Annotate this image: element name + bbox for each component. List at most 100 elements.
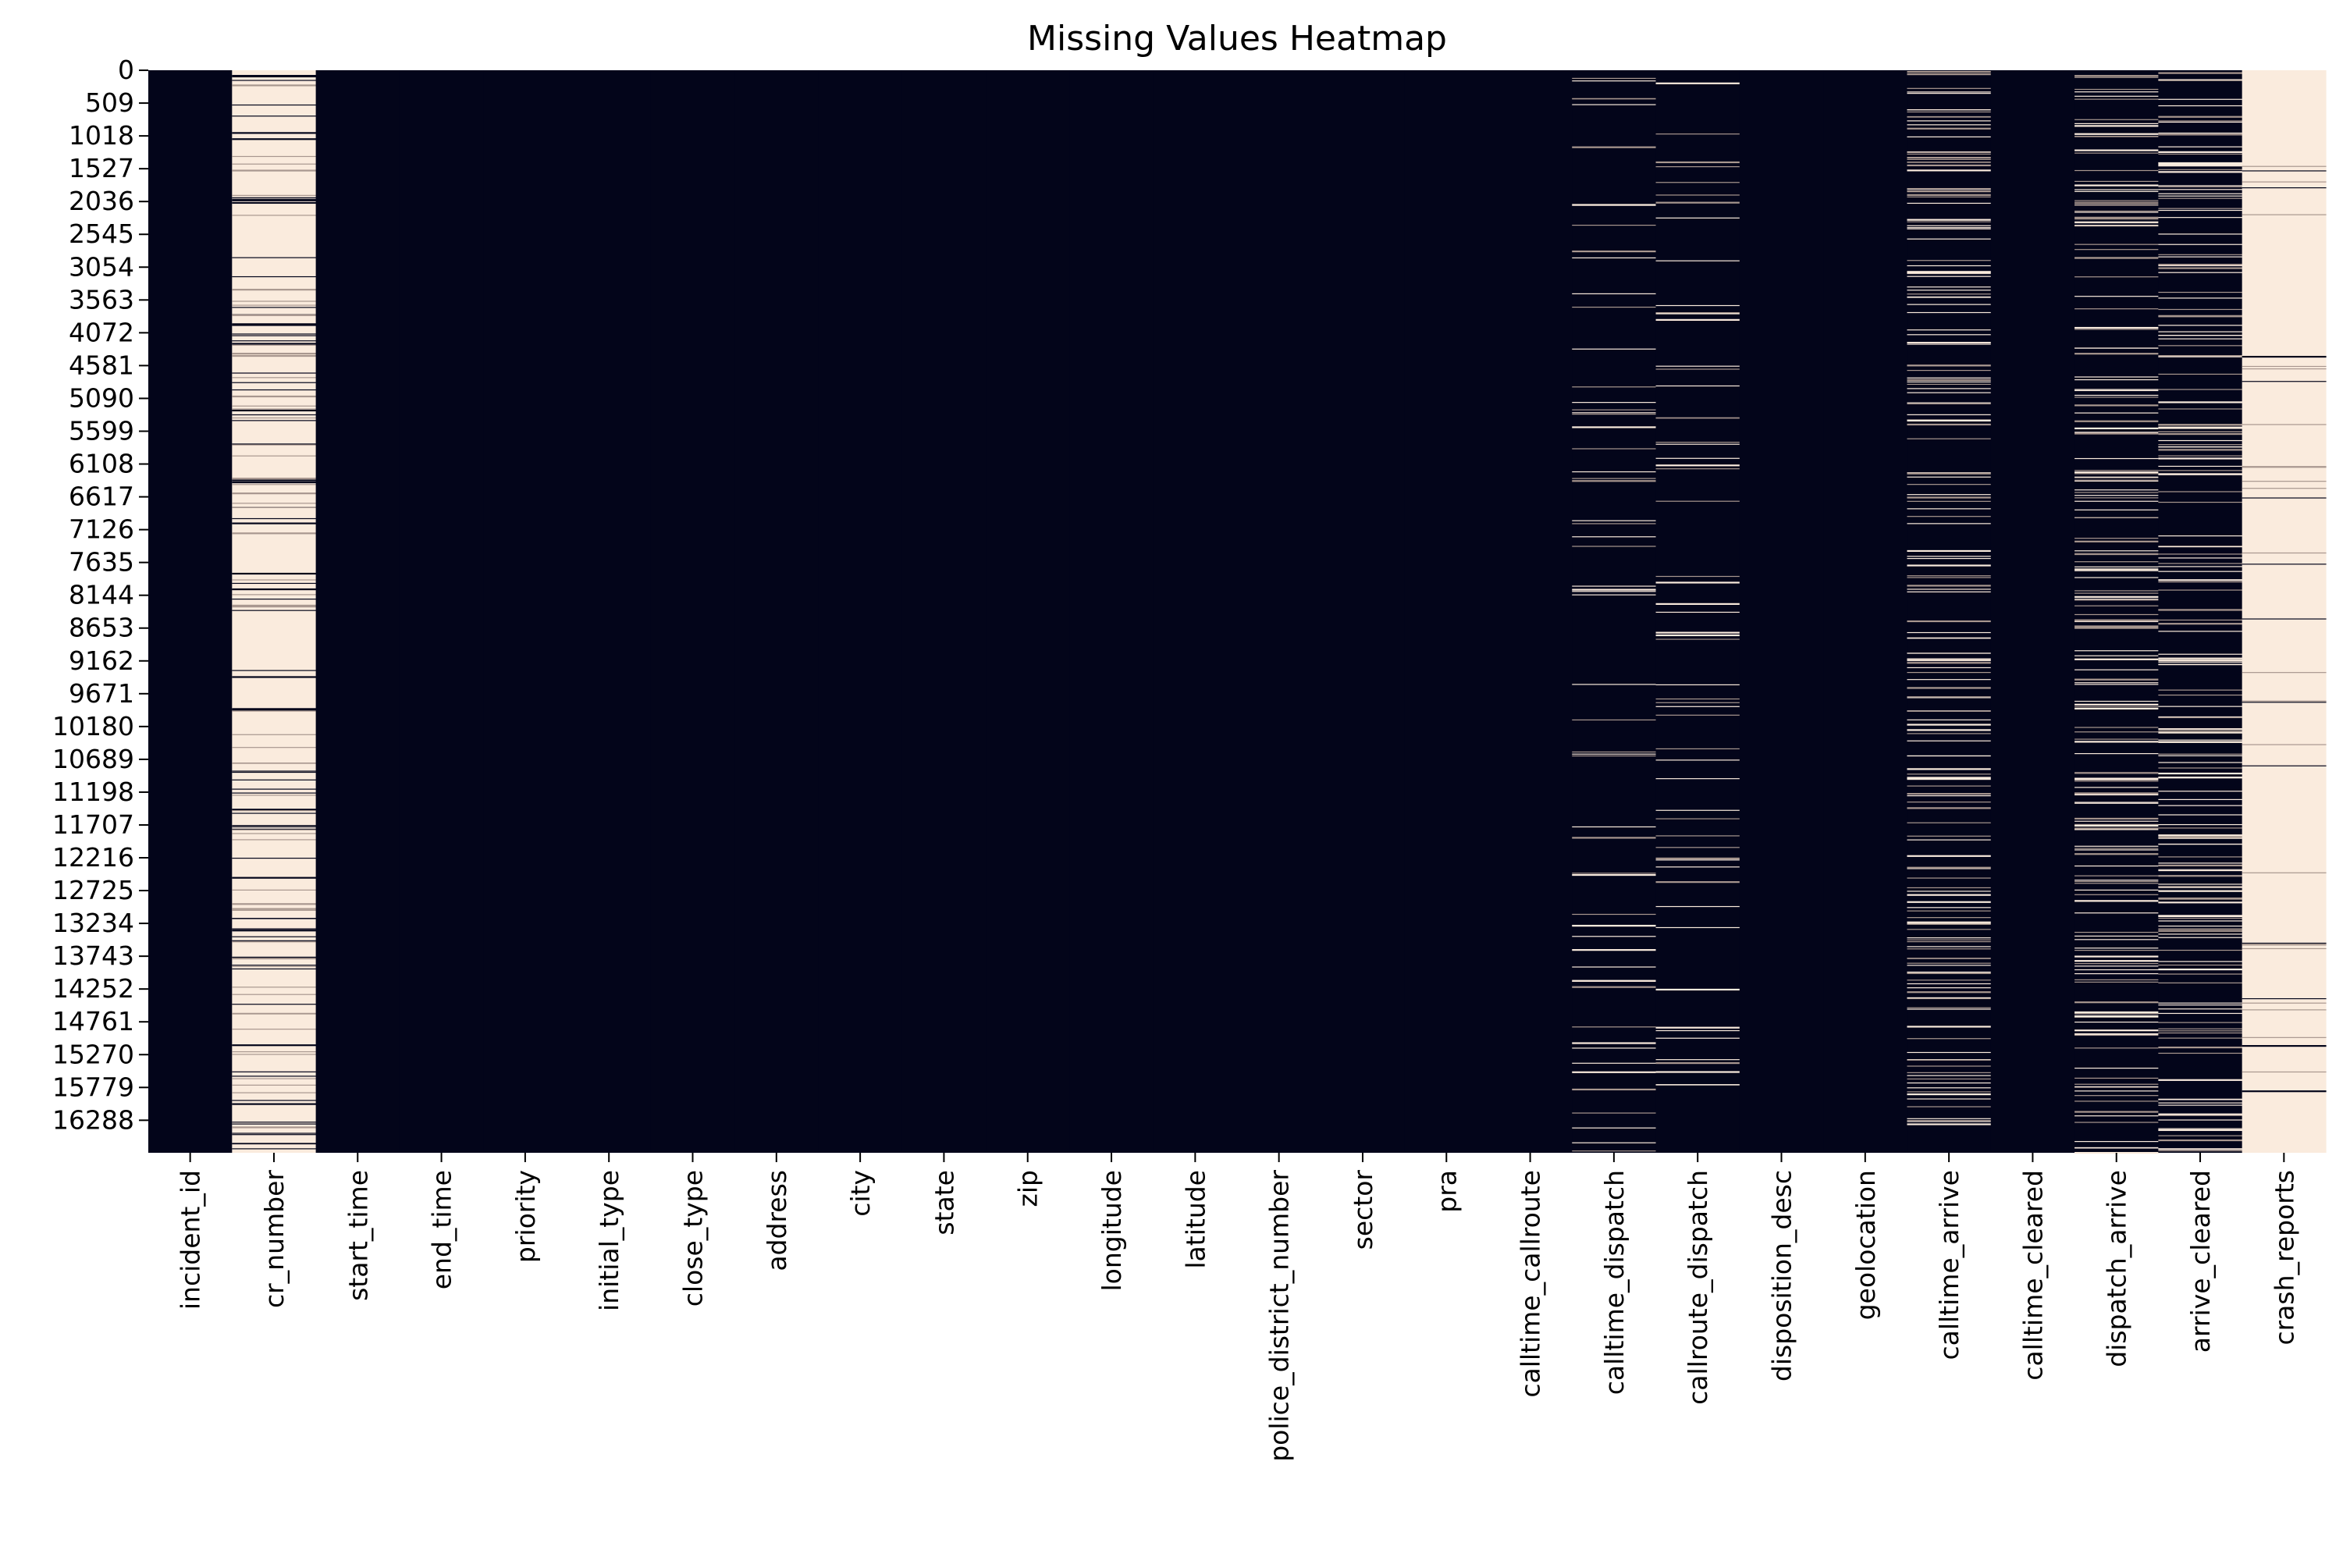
missing-stripe [232,479,317,482]
missing-stripe [2074,678,2159,681]
missing-stripe [2158,823,2243,826]
missing-stripe [2158,297,2243,299]
y-tick-label: 14761 [52,1006,134,1036]
missing-stripe [2074,184,2159,187]
y-tick-label: 7635 [69,547,134,578]
missing-stripe [232,1078,317,1079]
missing-stripe [1572,251,1657,253]
column-arrive-cleared [2158,70,2243,1153]
missing-stripe [2158,566,2243,567]
missing-stripe [1907,276,1992,277]
missing-stripe [1907,286,1992,288]
missing-stripe [232,670,317,671]
missing-stripe [1655,443,1740,445]
missing-stripe [1907,1091,1992,1093]
missing-stripe [1572,448,1657,450]
missing-stripe [1572,1042,1657,1044]
y-tick-label: 4581 [69,350,134,380]
missing-stripe [1572,426,1657,428]
missing-stripe [2158,557,2243,559]
missing-stripe [2158,835,2243,837]
missing-stripe [1655,1059,1740,1061]
missing-stripe [2158,869,2243,872]
missing-stripe [1655,581,1740,584]
missing-stripe [2074,613,2159,616]
missing-stripe [1907,866,1992,869]
missing-stripe [1907,120,1992,122]
missing-stripe [2074,802,2159,804]
missing-stripe [1572,1150,1657,1152]
missing-stripe [2074,827,2159,830]
missing-stripe [232,839,317,841]
missing-stripe [1907,697,1992,699]
missing-stripe [2074,517,2159,518]
missing-stripe [1907,423,1992,426]
column-longitude [1069,70,1154,1153]
missing-stripe [2158,930,2243,932]
missing-stripe [232,1123,317,1125]
missing-stripe [1907,494,1992,496]
missing-stripe [2158,105,2243,107]
missing-stripe [2158,1052,2243,1054]
missing-stripe [1907,311,1992,314]
missing-stripe [1907,190,1992,193]
y-tick-label: 12725 [52,875,134,905]
missing-stripe [2074,620,2159,622]
missing-stripe [1907,1008,1992,1010]
x-tick-label: callroute_dispatch [1683,1170,1713,1405]
missing-stripe [2158,197,2243,199]
missing-stripe [2158,265,2243,267]
missing-stripe [1907,1072,1992,1073]
missing-stripe [1655,847,1740,848]
missing-stripe [2074,960,2159,962]
missing-stripe [1572,1047,1657,1049]
missing-stripe [1907,795,1992,797]
missing-stripe [1572,1071,1657,1073]
missing-stripe [2158,589,2243,591]
missing-stripe [1907,907,1992,908]
missing-stripe [232,532,317,535]
column-cr-number [232,70,317,1153]
missing-stripe [2158,373,2243,375]
column-crash-reports [2242,70,2327,1153]
missing-stripe [2074,969,2159,971]
missing-stripe [232,324,317,326]
missing-stripe [1572,402,1657,404]
column-calltime-dispatch [1572,70,1657,1153]
missing-stripe [2074,779,2159,780]
missing-stripe [1907,343,1992,345]
missing-stripe [2158,890,2243,892]
missing-stripe [232,443,317,446]
missing-stripe [1907,260,1992,261]
y-tick-label: 10689 [52,744,134,774]
y-tick-label: 7126 [69,514,134,545]
x-tick-label: latitude [1180,1170,1211,1269]
missing-stripe [2074,347,2159,349]
missing-stripe [1907,855,1992,857]
missing-stripe [1907,153,1992,155]
missing-stripe [1907,937,1992,939]
missing-stripe [2242,700,2327,702]
missing-stripe [1572,585,1657,587]
missing-stripe [232,335,317,336]
missing-stripe [2242,948,2327,950]
missing-stripe [2242,1009,2327,1011]
missing-stripe [2074,296,2159,297]
missing-stripe [232,314,317,316]
missing-stripe [1907,127,1992,130]
missing-stripe [232,76,317,78]
missing-stripe [2158,335,2243,336]
missing-stripe [2242,497,2327,499]
missing-stripe [2242,944,2327,946]
missing-stripe [1655,926,1740,929]
missing-stripe [2158,772,2243,775]
missing-stripe [1907,962,1992,964]
missing-stripe [2074,741,2159,743]
missing-stripe [232,1051,317,1053]
missing-stripe [232,420,317,421]
column-city [818,70,903,1153]
missing-stripe [2158,777,2243,779]
missing-stripe [1907,777,1992,780]
missing-stripe [1572,1127,1657,1129]
missing-stripe [1572,966,1657,968]
